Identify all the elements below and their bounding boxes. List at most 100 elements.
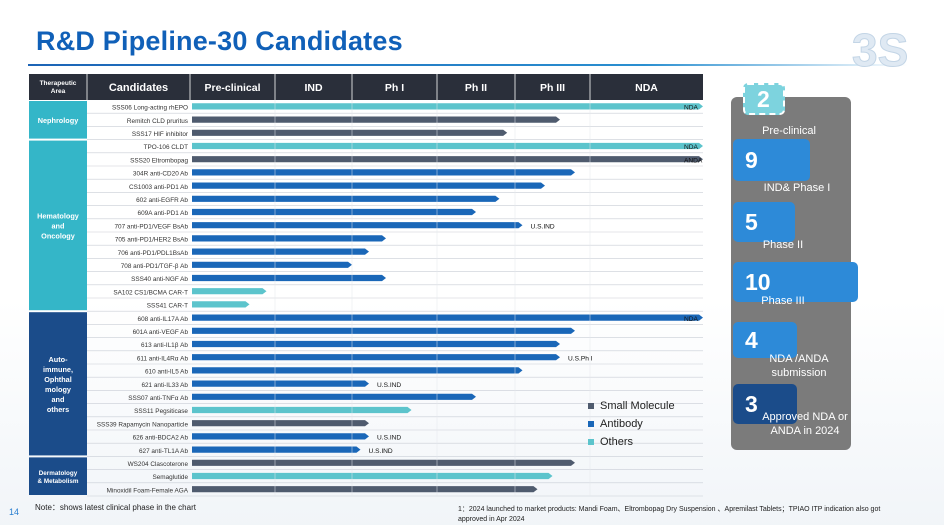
status-note: U.S.IND: [377, 435, 401, 442]
summary-label-phase3: Phase III: [761, 295, 805, 307]
pipeline-bar-small: [192, 486, 538, 493]
summary-label-approved: Approved NDA or ANDA in 2024: [762, 411, 848, 437]
pipeline-bar-small: [192, 156, 703, 163]
pipeline-bar-antibody: [192, 340, 560, 348]
area-label-2-1: immune,: [43, 365, 73, 374]
pipeline-bar-antibody: [192, 446, 361, 453]
candidate-label: 608 anti-IL17A Ab: [138, 316, 189, 323]
candidate-label: 611 anti-IL4Rα Ab: [137, 355, 189, 362]
candidate-label: TPO-106 CLDT: [144, 144, 188, 151]
pipeline-bar-antibody: [192, 327, 575, 334]
header-bar: [29, 74, 703, 100]
legend-label-others: Others: [600, 436, 634, 448]
pipeline-bar-small: [192, 459, 575, 466]
footnote: 1：2024 launched to market products: Mand…: [458, 506, 881, 523]
status-note: U.S.IND: [377, 382, 401, 389]
header-phase-3: Ph II: [465, 82, 487, 94]
title-underline: [28, 64, 908, 66]
candidate-label: SSS40 anti-NGF Ab: [131, 276, 188, 283]
candidate-label: 627 anti-TL1A Ab: [139, 448, 188, 455]
candidate-label: 708 anti-PD1/TGF-β Ab: [121, 263, 189, 270]
area-label-1-1: and: [52, 221, 65, 230]
area-label-1-0: Hematology: [37, 211, 80, 220]
legend-label-small-molecule: Small Molecule: [600, 400, 675, 412]
header-candidates: Candidates: [109, 82, 168, 94]
area-block-3: [29, 457, 87, 495]
summary-count-approved: 3: [733, 384, 797, 424]
candidate-label: 601A anti-VEGF Ab: [133, 329, 189, 336]
area-label-2-5: others: [47, 405, 69, 414]
legend-swatch-small-molecule: [588, 403, 594, 409]
candidate-label: 304R anti-CD20 Ab: [133, 171, 189, 178]
pipeline-bar-antibody: [192, 380, 369, 387]
pipeline-bar-antibody: [192, 314, 703, 321]
area-label-2-2: Ophthal: [44, 375, 72, 384]
header-phase-5: NDA: [635, 82, 658, 94]
status-note: U.S.IND: [369, 448, 393, 455]
area-label-1-2: Oncology: [41, 231, 76, 240]
summary-label-ind-phase1: IND& Phase I: [763, 182, 831, 194]
pipeline-bar-antibody: [192, 208, 476, 216]
company-logo-icon: 3S: [852, 24, 909, 75]
pipeline-bar-small: [192, 420, 369, 427]
summary-count-ind-phase1: 9: [733, 139, 810, 181]
pipeline-bar-antibody: [192, 169, 575, 176]
pipeline-bar-antibody: [192, 261, 352, 268]
pipeline-bar-antibody: [192, 235, 386, 242]
legend-item-small-molecule: Small Molecule: [588, 397, 675, 415]
summary-count-nda-anda: 4: [733, 322, 797, 358]
pipeline-bar-antibody: [192, 195, 500, 202]
status-note: U.S.IND: [531, 223, 555, 230]
legend-item-antibody: Antibody: [588, 415, 675, 433]
candidate-label: 706 anti-PD1/PDL1BsAb: [118, 250, 189, 257]
status-note: U.S.Ph I: [568, 355, 593, 362]
candidate-label: 613 anti-IL1β Ab: [141, 342, 188, 349]
summary-count-preclinical: 2: [743, 83, 785, 115]
svg-text:3S: 3S: [852, 24, 908, 74]
status-note: ANDA: [684, 157, 703, 164]
status-note: NDA: [684, 144, 699, 151]
pipeline-bar-antibody: [192, 367, 523, 374]
status-note: NDA: [684, 105, 699, 112]
candidate-label: 621 anti-IL33 Ab: [141, 382, 188, 389]
candidate-label: SSS39 Rapamycin Nanoparticle: [97, 421, 189, 428]
pipeline-bar-antibody: [192, 393, 476, 400]
summary-label-preclinical: Pre-clinical: [762, 125, 816, 137]
header-phase-4: Ph III: [540, 82, 565, 94]
pipeline-bar-others: [192, 142, 703, 150]
page-number: 14: [9, 507, 20, 517]
header-phase-1: IND: [304, 82, 323, 94]
page-title: R&D Pipeline-30 Candidates: [36, 26, 403, 56]
pipeline-bar-others: [192, 288, 267, 295]
pipeline-bar-small: [192, 116, 560, 123]
status-note: NDA: [684, 316, 699, 323]
candidate-label: SSS17 HIF inhibitor: [132, 131, 189, 138]
summary-count-phase2: 5: [733, 202, 795, 242]
candidate-label: Semaglutide: [152, 474, 188, 481]
pipeline-bar-antibody: [192, 354, 560, 361]
summary-label-phase2: Phase II: [762, 239, 804, 251]
legend-swatch-others: [588, 439, 594, 445]
candidate-label: Minoxidil Foam-Female AGA: [107, 487, 189, 494]
header-area-line2: Area: [51, 88, 66, 95]
area-label-2-4: and: [52, 395, 65, 404]
candidate-label: SSS06 Long-acting rhEPO: [112, 105, 188, 112]
legend-label-antibody: Antibody: [600, 418, 643, 430]
pipeline-bar-antibody: [192, 222, 523, 229]
area-block-1: [29, 140, 87, 311]
area-label-3-0: Dermatology: [39, 470, 78, 477]
pipeline-bar-antibody: [192, 182, 545, 189]
candidate-label: SSS20 Eltrombopag: [130, 157, 188, 164]
pipeline-bar-others: [192, 103, 703, 110]
candidate-label: SSS41 CAR-T: [147, 303, 188, 310]
pipeline-bar-antibody: [192, 433, 369, 440]
candidate-label: 602 anti-EGFR Ab: [136, 197, 188, 204]
candidate-label: SSS07 anti-TNFα Ab: [128, 395, 188, 402]
candidate-label: 610 anti-IL5 Ab: [145, 369, 188, 376]
area-block-0: [29, 101, 87, 139]
candidate-label: SSS11 Pegsiticase: [134, 408, 188, 415]
pipeline-bar-others: [192, 472, 553, 480]
candidate-label: CS1003 anti-PD1 Ab: [129, 184, 188, 191]
header-area-line1: Therapeutic: [40, 80, 77, 87]
candidate-label: Remitch CLD pruritus: [127, 118, 188, 125]
